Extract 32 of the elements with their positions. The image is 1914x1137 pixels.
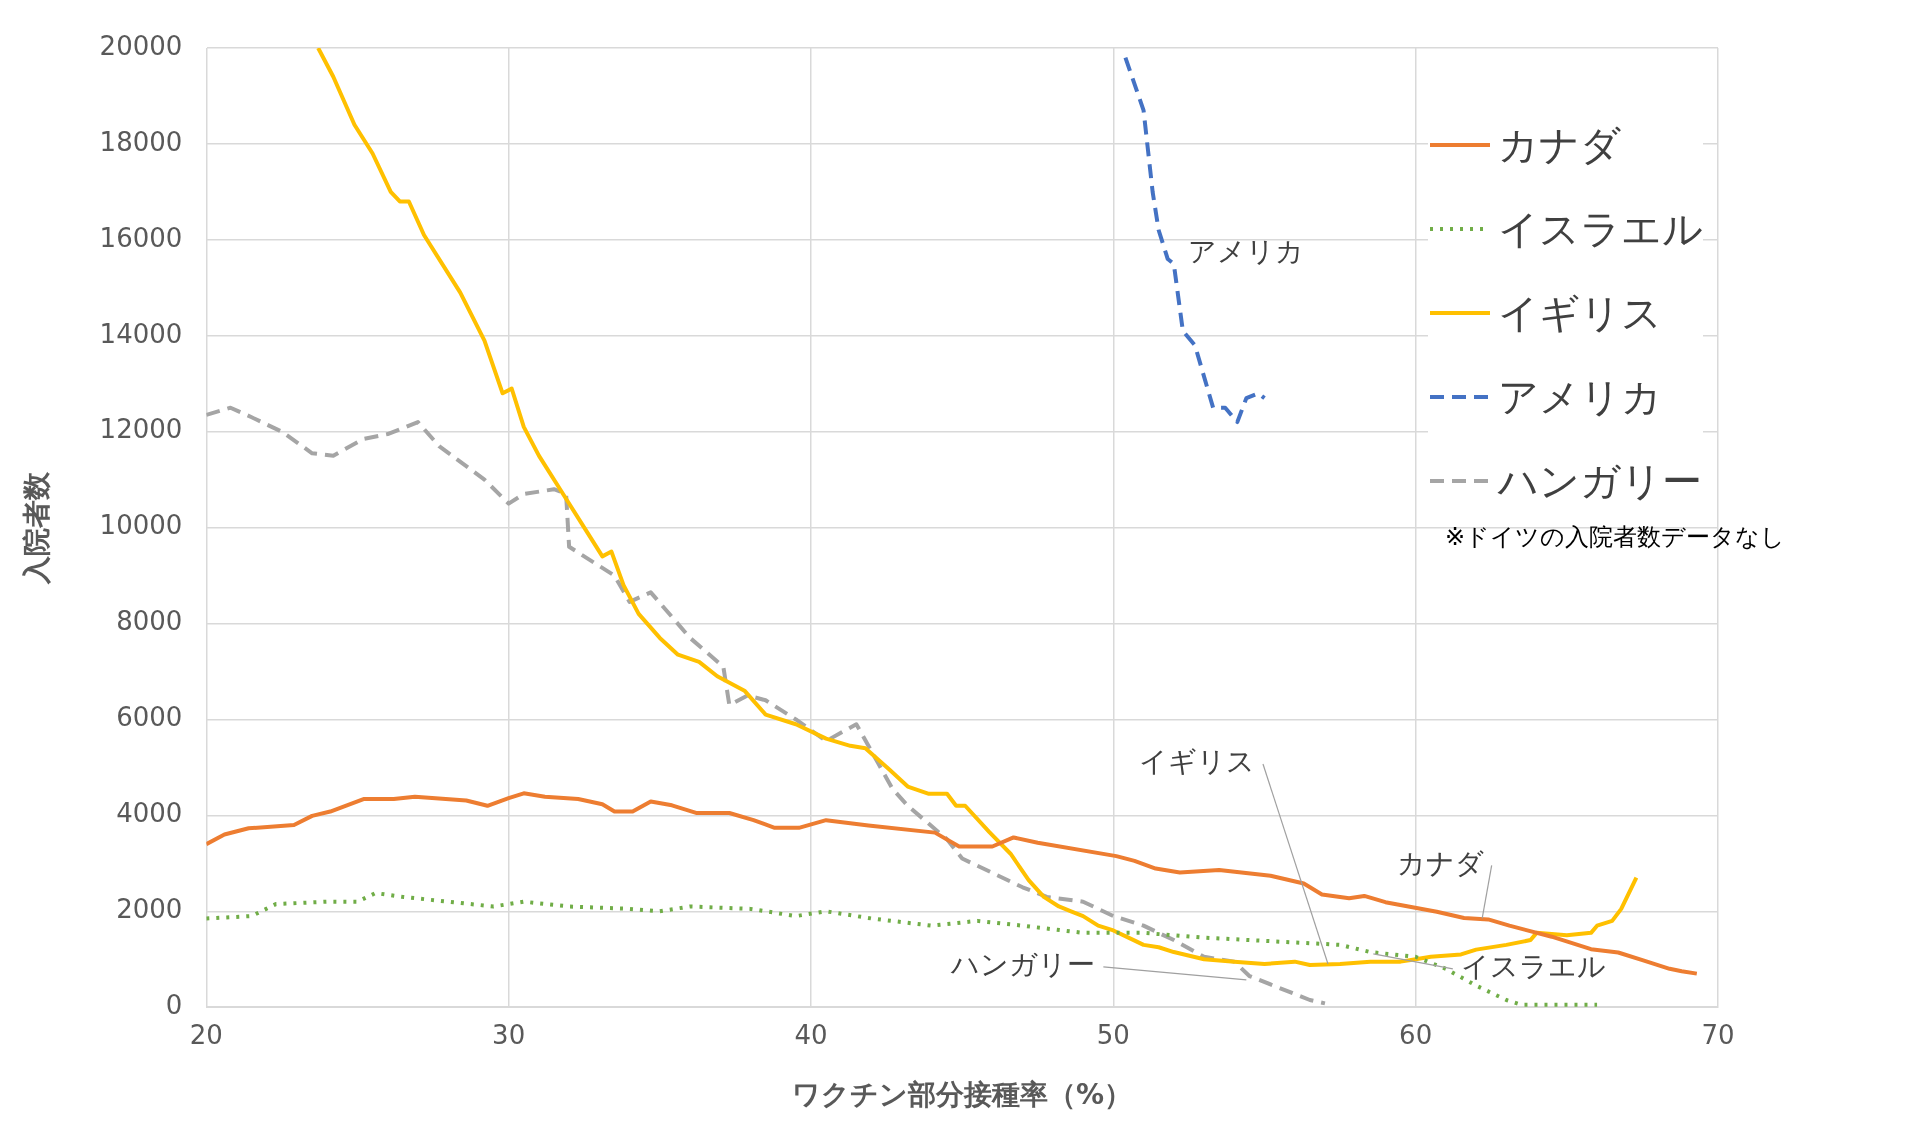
annotation: イギリス — [1138, 745, 1255, 779]
line-series — [1123, 55, 1267, 425]
y-tick-label: 14000 — [99, 318, 183, 349]
y-tick-label: 8000 — [116, 606, 183, 637]
line-series — [206, 405, 1327, 1006]
annotation: カナダ — [1396, 846, 1484, 880]
x-tick-label: 30 — [492, 1019, 526, 1050]
x-axis-title: ワクチン部分接種率（%） — [792, 1078, 1133, 1112]
y-tick-label: 20000 — [99, 30, 183, 61]
annotation: ※ドイツの入院者数データなし — [1445, 523, 1786, 552]
y-tick-label: 16000 — [99, 222, 183, 253]
x-tick-label: 60 — [1399, 1019, 1433, 1050]
legend-label: ハンガリー — [1498, 456, 1702, 506]
legend-label: アメリカ — [1498, 372, 1662, 422]
x-tick-label: 50 — [1096, 1019, 1130, 1050]
x-tick-label: 20 — [189, 1019, 223, 1050]
annotation: ハンガリー — [950, 948, 1096, 982]
legend-label: カナダ — [1498, 120, 1621, 170]
x-tick-label: 70 — [1701, 1019, 1735, 1050]
y-tick-label: 10000 — [99, 510, 183, 541]
y-tick-label: 12000 — [99, 414, 183, 445]
x-tick-label: 40 — [794, 1019, 828, 1050]
y-tick-label: 6000 — [116, 702, 183, 733]
y-axis-title: 入院者数 — [20, 470, 54, 585]
legend-label: イギリス — [1498, 288, 1662, 338]
y-tick-label: 18000 — [99, 126, 183, 157]
y-tick-label: 4000 — [116, 798, 183, 829]
annotation: アメリカ — [1187, 235, 1304, 269]
legend-label: イスラエル — [1498, 204, 1703, 254]
annotation: イスラエル — [1460, 950, 1606, 984]
y-tick-label: 0 — [165, 989, 183, 1020]
y-tick-label: 2000 — [116, 894, 183, 925]
